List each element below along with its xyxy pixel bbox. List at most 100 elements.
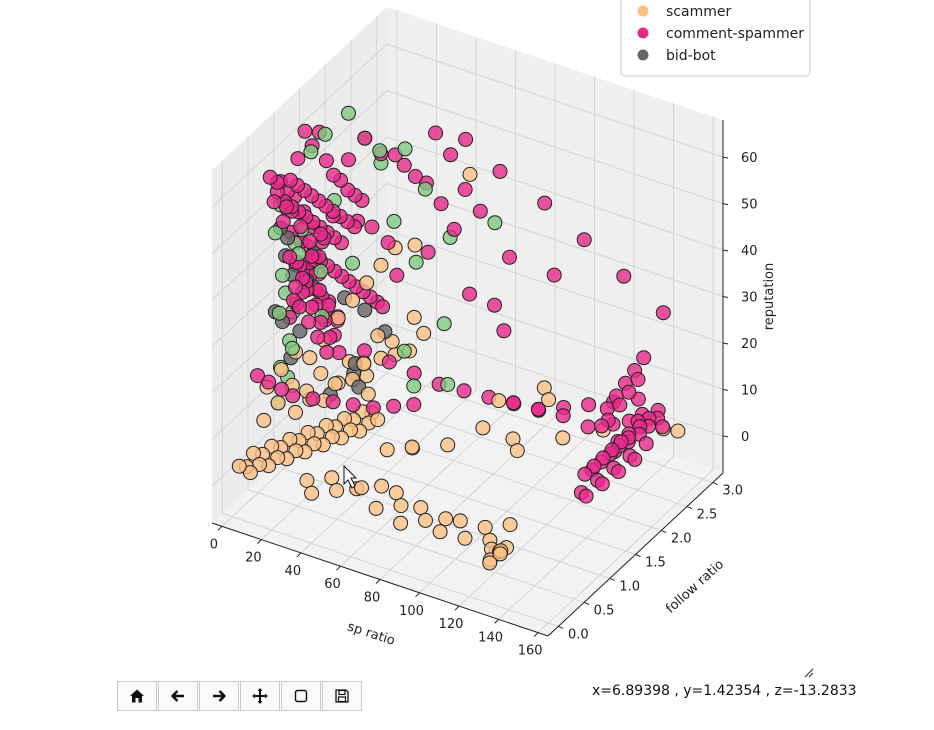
scammer-point: [356, 356, 372, 372]
scammer-point: [330, 310, 346, 326]
x-tick-label: 60: [324, 577, 341, 592]
comment-spammer-point: [655, 419, 670, 435]
comment-spammer-point: [357, 130, 373, 146]
scammer-point: [418, 512, 433, 528]
comment-spammer-point: [428, 125, 444, 141]
back-button[interactable]: [158, 681, 198, 711]
zoom-button[interactable]: [281, 681, 321, 711]
y-tick-label: 0.5: [594, 603, 615, 618]
home-icon: [130, 689, 144, 703]
comment-spammer-point: [318, 153, 334, 169]
scammer-point: [324, 470, 340, 486]
comment-spammer-point: [290, 151, 306, 167]
scammer-point: [502, 517, 518, 533]
z-tick-mark: [722, 435, 729, 438]
comment-spammer-point: [446, 221, 462, 237]
scammer-point: [555, 430, 571, 446]
comment-spammer-point: [636, 350, 652, 366]
z-tick-label: 60: [741, 151, 758, 166]
z-tick-mark: [722, 156, 729, 159]
save-icon: [335, 689, 349, 703]
arrow-left-icon: [171, 690, 184, 702]
x-tick-label: 40: [285, 564, 302, 579]
content-creator-point: [386, 213, 402, 229]
y-tick-mark: [558, 625, 564, 629]
scammer-point: [379, 442, 395, 458]
comment-spammer-point: [325, 394, 341, 410]
content-creator-point: [271, 305, 287, 321]
home-button[interactable]: [117, 681, 157, 711]
comment-spammer-point: [282, 249, 298, 265]
scammer-point: [413, 500, 429, 516]
comment-spammer-point: [487, 297, 502, 313]
grid-line: [222, 512, 559, 627]
data-points: [231, 105, 686, 571]
x-tick-label: 20: [245, 551, 262, 566]
scammer-point: [393, 515, 409, 531]
comment-spammer-point: [458, 131, 474, 147]
comment-spammer-point: [266, 194, 282, 210]
comment-spammer-point: [462, 286, 478, 302]
comment-spammer-point: [288, 279, 303, 295]
comment-spammer-point: [627, 451, 643, 467]
resize-grip-icon[interactable]: [802, 666, 814, 678]
comment-spammer-point: [630, 372, 646, 387]
comment-spammer-point: [621, 384, 637, 400]
scammer-point: [432, 524, 448, 540]
comment-spammer-point: [537, 195, 553, 211]
content-creator-point: [408, 254, 424, 270]
comment-spammer-point: [396, 157, 412, 173]
zoom-rect-icon: [294, 689, 308, 703]
z-tick-mark: [722, 203, 729, 206]
comment-spammer-point: [345, 397, 361, 413]
scammer-point: [360, 386, 376, 402]
y-tick-mark: [712, 482, 718, 486]
content-creator-point: [341, 105, 356, 121]
content-creator-point: [440, 377, 456, 392]
comment-spammer-point: [380, 235, 396, 251]
comment-spammer-point: [580, 419, 596, 435]
grid-line: [299, 441, 636, 555]
scammer-point: [299, 473, 315, 488]
arrow-right-icon: [213, 690, 226, 702]
comment-spammer-point: [386, 398, 402, 414]
forward-button[interactable]: [199, 681, 239, 711]
mouse-cursor-icon: [343, 464, 358, 489]
y-tick-label: 2.0: [671, 532, 692, 547]
comment-spammer-point: [304, 248, 320, 264]
y-tick-mark: [583, 601, 590, 605]
comment-spammer-point: [389, 267, 405, 283]
scammer-point: [354, 480, 369, 496]
scatter-3d-plot[interactable]: 0204060801001201401600.00.51.01.52.02.53…: [0, 0, 934, 680]
grid-line: [386, 275, 724, 390]
z-tick-label: 30: [741, 291, 758, 306]
comment-spammer-point: [285, 388, 301, 404]
scammer-point: [404, 439, 420, 455]
comment-spammer-point: [420, 244, 436, 260]
comment-spammer-point: [612, 397, 628, 413]
scammer-point: [345, 292, 360, 308]
content-creator-point: [417, 181, 433, 197]
comment-spammer-point: [297, 123, 313, 139]
content-creator-point: [275, 267, 290, 283]
grid-line: [376, 369, 713, 484]
comment-spammer-point: [530, 401, 546, 417]
legend-marker: [637, 5, 649, 17]
comment-spammer-point: [375, 299, 391, 315]
tick-labels: 0204060801001201401600.00.51.01.52.02.53…: [210, 151, 758, 659]
comment-spammer-point: [406, 365, 422, 381]
pan-button[interactable]: [240, 681, 280, 711]
x-tick-mark: [217, 525, 223, 531]
legend-marker: [637, 49, 649, 61]
comment-spammer-point: [292, 299, 307, 315]
scammer-point: [388, 485, 404, 501]
save-button[interactable]: [322, 681, 362, 711]
x-tick-mark: [533, 632, 539, 638]
grid-line: [386, 136, 724, 251]
scammer-point: [373, 257, 389, 273]
content-creator-point: [436, 316, 452, 332]
scammer-point: [370, 412, 386, 428]
content-creator-point: [372, 143, 388, 159]
scammer-point: [509, 443, 525, 459]
comment-spammer-point: [457, 182, 473, 197]
